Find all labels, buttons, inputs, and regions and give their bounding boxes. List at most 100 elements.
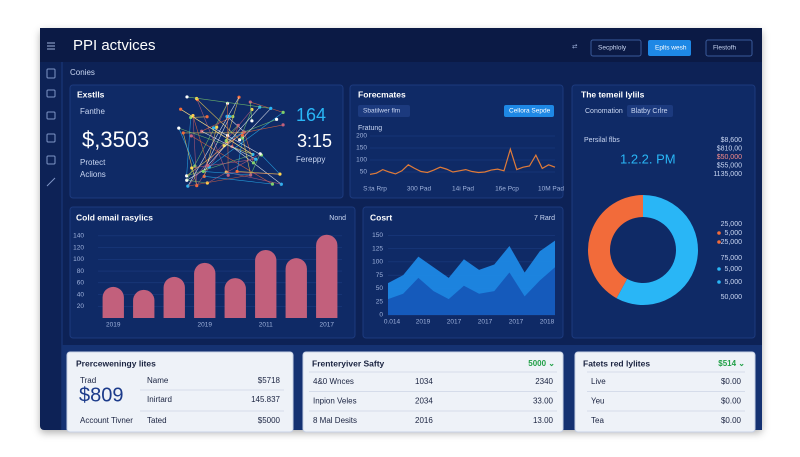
bar <box>285 258 307 318</box>
card-title: Cosrt <box>370 212 392 222</box>
network-node <box>281 123 285 127</box>
area <box>388 267 555 315</box>
network-edge <box>178 127 196 167</box>
y-tick-label: 0 <box>379 312 383 319</box>
card-title: Forecmates <box>358 89 406 99</box>
y-tick-label: 125 <box>372 245 383 252</box>
network-edge <box>250 101 284 113</box>
row-value: 145.837 <box>251 395 280 404</box>
y-tick-label: 40 <box>77 291 85 298</box>
network-node <box>270 182 275 186</box>
row-label: Tated <box>147 416 167 425</box>
network-edge <box>203 171 251 176</box>
network-edge <box>244 119 277 133</box>
network-node <box>274 117 279 121</box>
y-tick-label: 120 <box>73 244 84 251</box>
button-label[interactable]: Secphloly <box>598 45 627 52</box>
button-label[interactable]: Cellora Sepde <box>509 108 551 115</box>
account-card <box>66 351 294 433</box>
network-edge <box>213 127 262 156</box>
card-title: The temeil lylils <box>581 89 645 99</box>
network-edge <box>186 179 208 184</box>
network-edge <box>207 153 261 184</box>
button-label[interactable]: Eplts wesh <box>655 45 687 52</box>
share-icon[interactable]: ⇄ <box>572 44 578 51</box>
network-edge <box>186 117 192 176</box>
network-edge <box>191 158 256 169</box>
x-tick-label: 0.014 <box>384 319 401 326</box>
legend-label: 5,000 <box>724 279 742 286</box>
network-edge <box>203 127 217 177</box>
y-tick-label: 150 <box>356 145 367 152</box>
network-edge <box>192 115 198 186</box>
network-edge <box>242 108 271 139</box>
network-edge <box>187 174 251 187</box>
badge: 5000 ⌄ <box>528 359 555 368</box>
button-label[interactable]: Flestofh <box>713 45 737 52</box>
network-edge <box>191 135 273 185</box>
bar <box>224 278 246 318</box>
pill[interactable] <box>358 105 410 117</box>
network-node <box>179 107 183 111</box>
network-edge <box>187 97 240 187</box>
button[interactable] <box>590 39 642 57</box>
network-node <box>205 115 209 119</box>
network-node <box>190 166 194 170</box>
donut-segment <box>587 195 643 299</box>
y-tick-label: 75 <box>376 272 384 279</box>
network-node <box>181 131 185 135</box>
network-edge <box>244 131 254 163</box>
button[interactable] <box>504 105 554 117</box>
cell: 4&0 Wnces <box>313 377 354 386</box>
network-edge <box>186 103 228 181</box>
network-node <box>251 161 256 165</box>
tab[interactable]: Blatby Crlre <box>631 108 668 115</box>
x-tick-label: 2018 <box>540 319 555 326</box>
network-edge <box>201 130 256 160</box>
x-tick-label: 300 Pad <box>407 186 432 193</box>
network-edge <box>203 116 231 172</box>
x-tick-label: 2017 <box>478 319 493 326</box>
tab-pill[interactable] <box>627 105 673 117</box>
network-node <box>226 173 230 177</box>
cell: 13.00 <box>533 416 554 425</box>
network-node <box>177 126 181 130</box>
network-edge <box>250 153 261 176</box>
network-edge <box>250 102 253 121</box>
x-tick-label: 2019 <box>198 322 213 329</box>
network-edge <box>226 116 245 133</box>
tag: 7 Rard <box>534 215 555 222</box>
row-value: $5718 <box>258 376 281 385</box>
network-node <box>235 169 239 174</box>
row-value: $5000 <box>258 416 281 425</box>
label: Account Tivner <box>80 416 133 425</box>
legend-label: 25,000 <box>721 221 743 228</box>
legend-dot <box>717 240 721 244</box>
bar <box>102 286 124 318</box>
pill-label[interactable]: Sbatilwer flm <box>363 108 400 115</box>
list-value: $8,600 <box>721 137 743 144</box>
network-node <box>254 157 258 161</box>
cell: $0.00 <box>721 416 742 425</box>
y-tick-label: 100 <box>372 259 383 266</box>
network-edge <box>242 135 251 176</box>
label: Aclions <box>80 170 106 179</box>
row-label: Inirtard <box>147 395 172 404</box>
forecast-card <box>349 84 564 199</box>
sidebar-icons[interactable] <box>46 68 56 187</box>
button[interactable] <box>705 39 753 57</box>
x-tick-label: 2019 <box>416 319 431 326</box>
tab[interactable]: Conomation <box>585 108 623 115</box>
caption: Fereppy <box>296 155 325 164</box>
bar <box>163 276 185 318</box>
button[interactable] <box>648 40 691 56</box>
network-node <box>189 134 193 138</box>
cell: 33.00 <box>533 397 554 406</box>
list-value: $55,000 <box>717 163 742 170</box>
menu-icon[interactable] <box>47 42 55 50</box>
legend-dot <box>717 231 721 235</box>
legend-label: 5,000 <box>724 230 742 237</box>
network-node <box>205 181 209 185</box>
x-tick-label: 2017 <box>509 319 524 326</box>
